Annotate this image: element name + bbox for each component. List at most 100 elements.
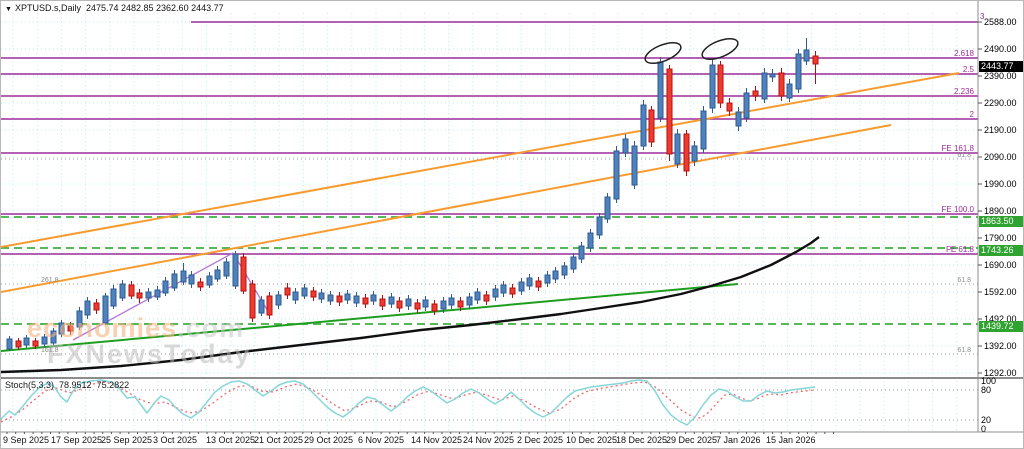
- candle-down: [683, 133, 690, 172]
- fib-label: 2.618: [953, 49, 974, 58]
- candle-up: [76, 310, 83, 328]
- violet-zigzag-up: [72, 252, 234, 341]
- candle-up: [119, 283, 126, 299]
- candle-down: [67, 325, 74, 332]
- candle-up: [6, 338, 13, 350]
- annotation-ellipse: [701, 37, 739, 61]
- date-axis-label: 14 Nov 2025: [411, 435, 463, 445]
- candle-up: [596, 216, 603, 236]
- candle-up: [232, 253, 239, 287]
- candle-up: [353, 295, 360, 304]
- date-axis-label: 25 Sep 2025: [101, 435, 153, 445]
- candle-down: [93, 302, 100, 311]
- candle-down: [136, 292, 143, 299]
- price-axis-label: 1392.00: [984, 341, 1017, 351]
- candle-up: [466, 296, 473, 306]
- date-axis-label: 21 Oct 2025: [254, 435, 304, 445]
- chart-title: ▼ XPTUSD.s,Daily 2475.74 2482.85 2362.60 …: [5, 3, 224, 13]
- fib-label: FE 161.8: [941, 144, 974, 153]
- date-axis-label: 7 Jan 2026: [716, 435, 761, 445]
- price-axis-label: 2390.00: [984, 71, 1017, 81]
- candle-up: [743, 92, 750, 119]
- price-axis-label: 1790.00: [984, 233, 1017, 243]
- candle-up: [180, 270, 187, 283]
- annotation-ellipse: [644, 41, 682, 65]
- candle-down: [15, 340, 22, 348]
- candle-up: [604, 196, 611, 220]
- stoch-d-value: 75.2822: [96, 380, 130, 390]
- candle-down: [249, 283, 256, 319]
- candle-up: [275, 294, 282, 306]
- candle-up: [786, 83, 793, 99]
- candle-down: [778, 72, 785, 97]
- candle-down: [396, 300, 403, 309]
- candle-up: [422, 299, 429, 308]
- price-axis-label: 2090.00: [984, 152, 1017, 162]
- candle-up: [500, 284, 507, 294]
- candle-up: [769, 73, 776, 78]
- date-axis-label: 3 Oct 2025: [153, 435, 198, 445]
- candle-up: [709, 64, 716, 109]
- candle-up: [518, 281, 525, 292]
- candle-up: [344, 293, 351, 301]
- candle-up: [578, 245, 585, 260]
- current-price-box: 2443.77: [979, 61, 1023, 72]
- symbol-dropdown-icon[interactable]: ▼: [5, 6, 12, 13]
- candle-down: [197, 281, 204, 288]
- gray-fib-label-right: 61.8: [957, 152, 971, 159]
- date-axis-label: 17 Sep 2025: [51, 435, 103, 445]
- candle-up: [761, 72, 768, 100]
- price-axis-label: 1890.00: [984, 206, 1017, 216]
- candle-down: [310, 290, 317, 298]
- level-price-box: 1863.50: [979, 216, 1023, 227]
- candle-down: [266, 295, 273, 316]
- orange-channel-lower: [1, 124, 892, 293]
- indicator-name: Stoch(5,3,3): [5, 380, 55, 390]
- candle-up: [206, 275, 213, 286]
- candle-up: [674, 133, 681, 165]
- gray-fib-label-right: 61.8: [957, 277, 971, 284]
- candle-up: [492, 288, 499, 298]
- price-axis-label: 2290.00: [984, 98, 1017, 108]
- candle-up: [735, 111, 742, 127]
- candle-down: [379, 298, 386, 307]
- watermark-fxnewstoday: FXNewsToday: [47, 339, 252, 369]
- fib-label: 2.5: [962, 65, 974, 74]
- candle-down: [509, 287, 516, 295]
- stoch-axis-label: 20: [981, 415, 992, 425]
- price-axis-label: 2190.00: [984, 125, 1017, 135]
- price-axis-label: 1292.00: [984, 368, 1017, 378]
- candle-up: [102, 295, 109, 324]
- candle-up: [526, 277, 533, 287]
- level-price-box: 1743.26: [979, 245, 1023, 256]
- candle-down: [431, 303, 438, 312]
- watermark-economies: economies.com: [27, 313, 245, 343]
- ohlc-values: 2475.74 2482.85 2362.60 2443.77: [85, 3, 224, 13]
- price-axis-label: 2588.00: [984, 17, 1017, 27]
- candle-up: [803, 49, 810, 62]
- candle-up: [84, 300, 91, 316]
- stochastic-label: Stoch(5,3,3) 78.9512 75.2822: [5, 380, 134, 390]
- date-axis-label: 29 Dec 2025: [666, 435, 718, 445]
- candle-up: [145, 291, 152, 299]
- candle-up: [561, 265, 568, 276]
- candle-down: [752, 90, 759, 97]
- date-axis-label: 29 Oct 2025: [304, 435, 354, 445]
- candle-up: [188, 274, 195, 285]
- candle-up: [388, 296, 395, 305]
- candle-down: [812, 55, 819, 65]
- candle-up: [214, 269, 221, 280]
- candle-up: [23, 337, 30, 346]
- candle-down: [726, 102, 733, 112]
- candle-up: [544, 274, 551, 284]
- candle-down: [32, 340, 39, 347]
- candle-down: [128, 284, 135, 297]
- gray-fib-label-left: 161.8: [41, 347, 59, 354]
- stoch-k-value: 78.9512: [59, 380, 92, 390]
- candle-up: [41, 336, 48, 345]
- candle-down: [336, 295, 343, 303]
- gray-fib-label-left: 261.8: [41, 277, 59, 284]
- candle-up: [258, 299, 265, 314]
- candle-up: [440, 300, 447, 310]
